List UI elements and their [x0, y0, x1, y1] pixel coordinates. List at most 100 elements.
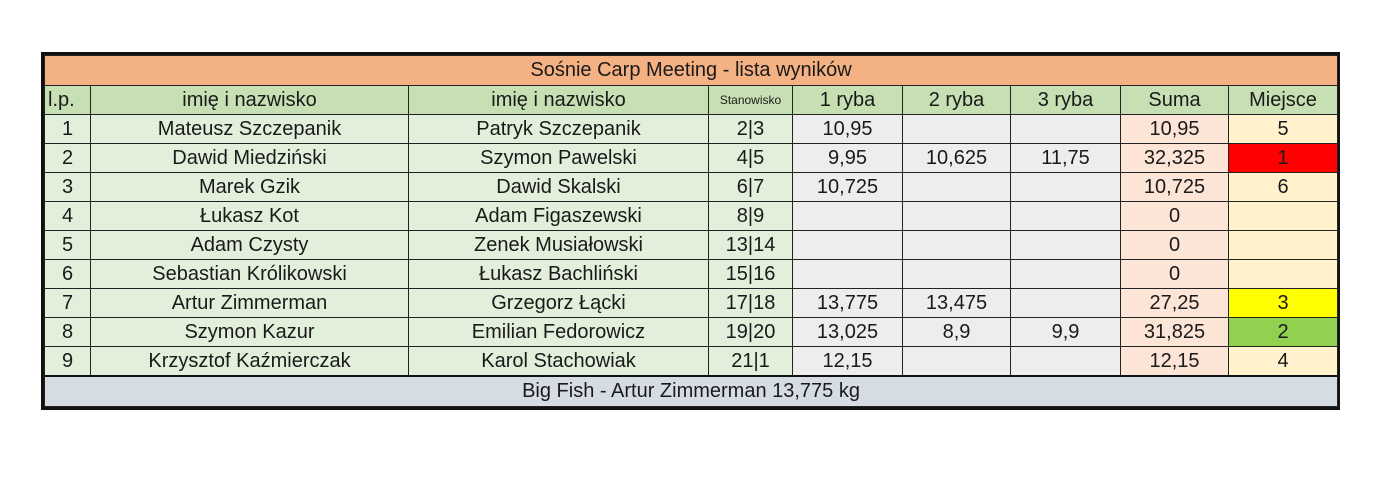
cell-ryba1 [792, 259, 903, 289]
cell-miejsce: 4 [1227, 346, 1339, 377]
table-row: 1 Mateusz Szczepanik Patryk Szczepanik 2|3 1… [44, 114, 1339, 144]
cell-name1: Łukasz Kot [90, 201, 409, 231]
cell-suma: 31,825 [1120, 317, 1229, 347]
cell-lp: 4 [44, 201, 91, 231]
cell-miejsce [1227, 201, 1339, 231]
cell-lp: 1 [44, 114, 91, 144]
cell-name1: Marek Gzik [90, 172, 409, 202]
cell-miejsce: 5 [1227, 114, 1339, 144]
cell-suma: 32,325 [1120, 143, 1229, 173]
table-row: 8 Szymon Kazur Emilian Fedorowicz 19|20 13,0… [44, 317, 1339, 347]
table-row: 7 Artur Zimmerman Grzegorz Łącki 17|18 13,77… [44, 288, 1339, 318]
cell-miejsce: 6 [1227, 172, 1339, 202]
results-table: Sośnie Carp Meeting - lista wyników l.p.… [43, 55, 1339, 407]
cell-stanowisko: 4|5 [708, 143, 793, 173]
cell-name1: Artur Zimmerman [90, 288, 409, 318]
cell-ryba1: 13,025 [792, 317, 903, 347]
cell-suma: 0 [1120, 259, 1229, 289]
big-fish-summary: Big Fish - Artur Zimmerman 13,775 kg [43, 375, 1339, 407]
cell-ryba2: 10,625 [902, 143, 1011, 173]
header-ryba1: 1 ryba [792, 85, 903, 115]
cell-name1: Mateusz Szczepanik [90, 114, 409, 144]
cell-stanowisko: 21|1 [708, 346, 793, 377]
cell-ryba1: 9,95 [792, 143, 903, 173]
cell-suma: 10,725 [1120, 172, 1229, 202]
cell-lp: 6 [44, 259, 91, 289]
header-miejsce: Miejsce [1227, 85, 1339, 115]
cell-ryba1: 10,725 [792, 172, 903, 202]
cell-suma: 12,15 [1120, 346, 1229, 377]
cell-ryba2 [902, 114, 1011, 144]
cell-stanowisko: 6|7 [708, 172, 793, 202]
cell-ryba3 [1010, 172, 1121, 202]
footer-row: Big Fish - Artur Zimmerman 13,775 kg [43, 375, 1339, 407]
cell-name1: Dawid Miedziński [90, 143, 409, 173]
cell-ryba2: 8,9 [902, 317, 1011, 347]
cell-name1: Adam Czysty [90, 230, 409, 260]
cell-ryba1: 10,95 [792, 114, 903, 144]
cell-miejsce: 3 [1227, 288, 1339, 318]
cell-suma: 0 [1120, 201, 1229, 231]
cell-ryba3 [1010, 201, 1121, 231]
cell-suma: 0 [1120, 230, 1229, 260]
cell-name2: Zenek Musiałowski [408, 230, 709, 260]
cell-miejsce [1227, 230, 1339, 260]
results-sheet: Sośnie Carp Meeting - lista wyników l.p.… [41, 52, 1340, 410]
cell-name1: Sebastian Królikowski [90, 259, 409, 289]
cell-miejsce: 1 [1227, 143, 1339, 173]
table-row: 3 Marek Gzik Dawid Skalski 6|7 10,725 10,725 6 [44, 172, 1339, 202]
table-row: 5 Adam Czysty Zenek Musiałowski 13|14 0 [44, 230, 1339, 260]
cell-ryba1 [792, 230, 903, 260]
cell-lp: 3 [44, 172, 91, 202]
cell-ryba3 [1010, 346, 1121, 377]
table-row: 6 Sebastian Królikowski Łukasz Bachliński 1… [44, 259, 1339, 289]
cell-name2: Patryk Szczepanik [408, 114, 709, 144]
cell-ryba3 [1010, 259, 1121, 289]
header-row: l.p. imię i nazwisko imię i nazwisko Sta… [44, 85, 1339, 115]
cell-ryba3: 11,75 [1010, 143, 1121, 173]
cell-ryba2 [902, 259, 1011, 289]
cell-lp: 9 [44, 346, 91, 377]
cell-name1: Szymon Kazur [90, 317, 409, 347]
cell-miejsce [1227, 259, 1339, 289]
table-row: 4 Łukasz Kot Adam Figaszewski 8|9 0 [44, 201, 1339, 231]
header-suma: Suma [1120, 85, 1229, 115]
cell-ryba1 [792, 201, 903, 231]
cell-name2: Grzegorz Łącki [408, 288, 709, 318]
cell-stanowisko: 2|3 [708, 114, 793, 144]
cell-name2: Karol Stachowiak [408, 346, 709, 377]
cell-stanowisko: 19|20 [708, 317, 793, 347]
cell-miejsce: 2 [1227, 317, 1339, 347]
table-row: 2 Dawid Miedziński Szymon Pawelski 4|5 9,95 1… [44, 143, 1339, 173]
header-stanowisko: Stanowisko [708, 85, 793, 115]
cell-lp: 2 [44, 143, 91, 173]
header-lp: l.p. [44, 85, 91, 115]
cell-name2: Adam Figaszewski [408, 201, 709, 231]
cell-ryba1: 13,775 [792, 288, 903, 318]
cell-stanowisko: 15|16 [708, 259, 793, 289]
cell-stanowisko: 17|18 [708, 288, 793, 318]
cell-stanowisko: 8|9 [708, 201, 793, 231]
header-ryba2: 2 ryba [902, 85, 1011, 115]
cell-ryba3 [1010, 230, 1121, 260]
header-ryba3: 3 ryba [1010, 85, 1121, 115]
cell-ryba2 [902, 201, 1011, 231]
cell-name2: Łukasz Bachliński [408, 259, 709, 289]
title-row: Sośnie Carp Meeting - lista wyników [43, 55, 1339, 86]
cell-suma: 10,95 [1120, 114, 1229, 144]
cell-ryba3 [1010, 114, 1121, 144]
cell-stanowisko: 13|14 [708, 230, 793, 260]
cell-ryba2 [902, 346, 1011, 377]
cell-ryba2: 13,475 [902, 288, 1011, 318]
header-name1: imię i nazwisko [90, 85, 409, 115]
cell-name2: Szymon Pawelski [408, 143, 709, 173]
cell-ryba1: 12,15 [792, 346, 903, 377]
cell-lp: 8 [44, 317, 91, 347]
cell-ryba3: 9,9 [1010, 317, 1121, 347]
cell-ryba3 [1010, 288, 1121, 318]
cell-suma: 27,25 [1120, 288, 1229, 318]
header-name2: imię i nazwisko [408, 85, 709, 115]
cell-ryba2 [902, 230, 1011, 260]
cell-name1: Krzysztof Kaźmierczak [90, 346, 409, 377]
cell-name2: Dawid Skalski [408, 172, 709, 202]
